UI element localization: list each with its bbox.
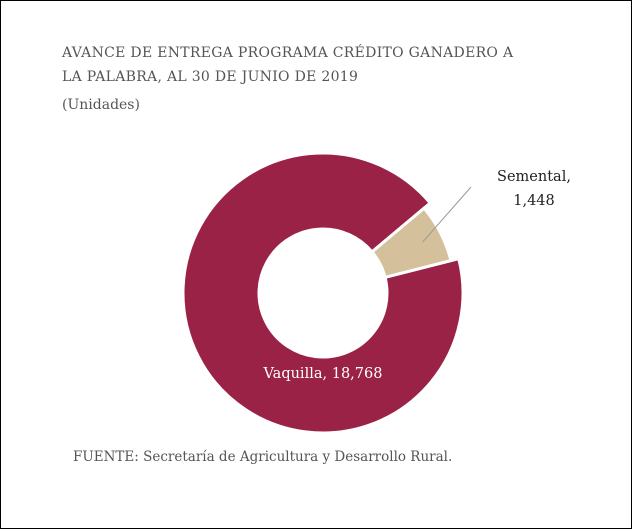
source-note: FUENTE: Secretaría de Agricultura y Desa…: [73, 449, 453, 465]
data-label: Vaquilla, 18,768: [263, 366, 383, 382]
chart-title: AVANCE DE ENTREGA PROGRAMA CRÉDITO GANAD…: [62, 45, 514, 85]
chart-subtitle: (Unidades): [62, 97, 140, 113]
donut-slice: [369, 206, 453, 280]
data-label: Semental, 1,448: [497, 169, 571, 209]
leader-line: [422, 186, 472, 243]
donut-slice: [181, 151, 465, 435]
